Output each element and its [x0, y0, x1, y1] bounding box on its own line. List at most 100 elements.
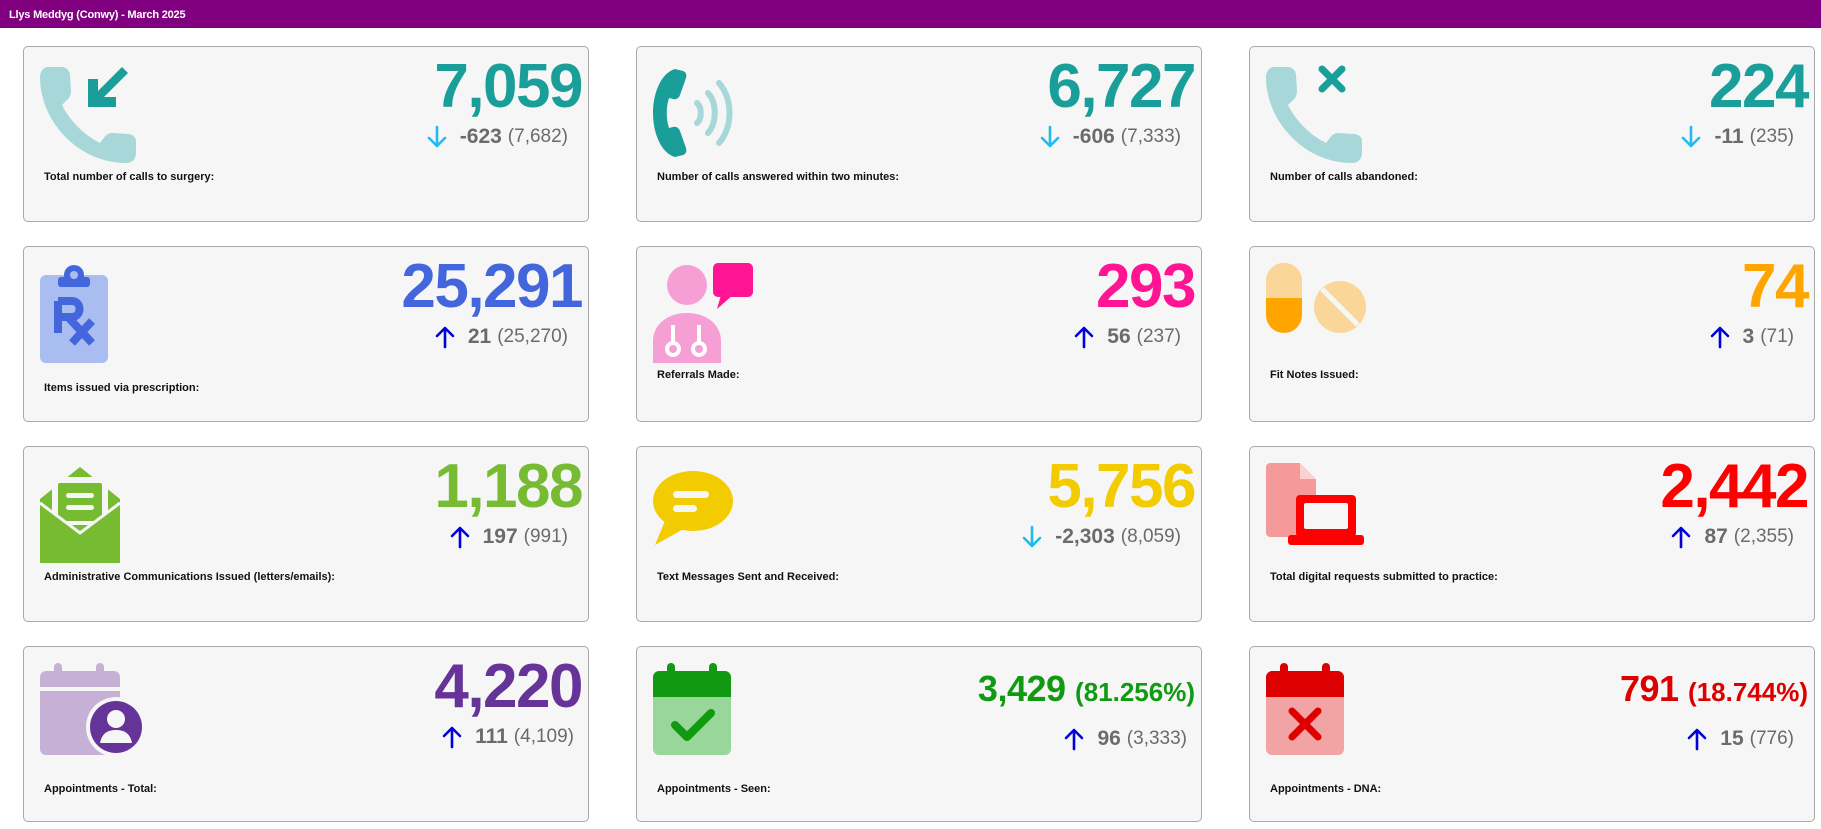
change-value: 96	[1097, 727, 1121, 750]
metric-change: 21 (25,270)	[434, 325, 568, 349]
change-value: -606	[1072, 125, 1115, 148]
metric-percent: (18.744%)	[1688, 677, 1808, 707]
missed-call-icon	[1266, 63, 1376, 163]
arrow-up-icon	[1065, 728, 1084, 751]
metric-value: 7,059	[434, 52, 583, 121]
arrow-up-icon	[1672, 526, 1691, 549]
calendar-check-icon	[653, 663, 763, 763]
previous-value: (3,333)	[1126, 728, 1187, 749]
arrow-up-icon	[442, 726, 462, 749]
change-value: 111	[475, 725, 508, 748]
arrow-down-icon	[427, 125, 447, 148]
change-value: -623	[459, 125, 502, 148]
previous-value: (2,355)	[1733, 526, 1794, 547]
metric-change: 56 (237)	[1073, 325, 1181, 349]
arrow-up-icon	[1687, 728, 1707, 751]
speech-bubble-icon	[653, 463, 763, 563]
metric-label: Appointments - DNA:	[1270, 783, 1382, 795]
arrow-down-icon	[1682, 125, 1701, 148]
calendar-x-icon	[1266, 663, 1376, 763]
card-referrals: 293 56 (237) Referrals Made:	[636, 246, 1202, 422]
metric-label: Appointments - Seen:	[657, 783, 771, 795]
previous-value: (776)	[1749, 728, 1794, 749]
metric-change: 3 (71)	[1709, 325, 1794, 349]
change-value: 15	[1720, 727, 1744, 750]
pills-icon	[1266, 263, 1376, 363]
previous-value: (25,270)	[497, 326, 568, 347]
metric-label: Appointments - Total:	[44, 783, 157, 795]
metric-value: 1,188	[434, 452, 583, 521]
arrow-down-icon	[1040, 125, 1060, 148]
previous-value: (4,109)	[513, 726, 574, 747]
open-envelope-icon	[40, 463, 150, 563]
card-digital-requests: 2,442 87 (2,355) Total digital requests …	[1249, 446, 1815, 622]
arrow-down-icon	[1022, 525, 1042, 548]
change-value: 21	[467, 325, 492, 348]
card-calls-total: 7,059 -623 (7,682) Total number of calls…	[23, 46, 589, 222]
metric-value: 4,220	[434, 652, 583, 721]
metric-label: Total digital requests submitted to prac…	[1270, 571, 1498, 583]
metric-change: -623 (7,682)	[426, 125, 568, 149]
arrow-up-icon	[1074, 326, 1094, 349]
window-title: Llys Meddyg (Conwy) - March 2025	[0, 0, 1821, 28]
change-value: 87	[1704, 525, 1728, 548]
metric-value: 293	[1096, 252, 1196, 321]
metric-change: 15 (776)	[1686, 727, 1794, 751]
metric-label: Items issued via prescription:	[44, 382, 200, 394]
change-value: 3	[1742, 325, 1755, 348]
metric-value: 5,756	[1047, 452, 1196, 521]
metric-change: 197 (991)	[449, 525, 568, 549]
metric-label: Number of calls answered within two minu…	[657, 171, 900, 183]
metric-label: Text Messages Sent and Received:	[657, 571, 839, 583]
card-prescriptions: 25,291 21 (25,270) Items issued via pres…	[23, 246, 589, 422]
metric-value: 6,727	[1047, 52, 1196, 121]
previous-value: (991)	[523, 526, 568, 547]
arrow-up-icon	[435, 326, 455, 349]
calendar-user-icon	[40, 663, 150, 763]
phone-ringing-icon	[653, 63, 763, 163]
metric-value: 224	[1709, 52, 1809, 121]
metric-value-row: 791 (18.744%)	[1620, 667, 1808, 714]
change-value: -2,303	[1055, 525, 1115, 548]
prescription-icon	[40, 263, 150, 363]
previous-value: (7,333)	[1120, 126, 1181, 147]
metric-change: -2,303 (8,059)	[1021, 525, 1181, 549]
doctor-chat-icon	[653, 263, 763, 363]
previous-value: (237)	[1136, 326, 1181, 347]
metric-value: 2,442	[1660, 452, 1809, 521]
card-appts-seen: 3,429 (81.256%) 96 (3,333) Appointments …	[636, 646, 1202, 822]
change-value: -11	[1714, 125, 1744, 148]
previous-value: (71)	[1760, 326, 1794, 347]
previous-value: (235)	[1749, 126, 1794, 147]
card-appts-dna: 791 (18.744%) 15 (776) Appointments - DN…	[1249, 646, 1815, 822]
previous-value: (8,059)	[1120, 526, 1181, 547]
metric-label: Total number of calls to surgery:	[44, 171, 215, 183]
card-appts-total: 4,220 111 (4,109) Appointments - Total:	[23, 646, 589, 822]
metric-change: 111 (4,109)	[441, 725, 574, 749]
metric-value-row: 3,429 (81.256%)	[978, 667, 1195, 714]
metric-value: 25,291	[401, 252, 583, 321]
file-laptop-icon	[1266, 463, 1376, 563]
previous-value: (7,682)	[507, 126, 568, 147]
incoming-call-icon	[40, 63, 150, 163]
arrow-up-icon	[1710, 326, 1729, 349]
card-text-messages: 5,756 -2,303 (8,059) Text Messages Sent …	[636, 446, 1202, 622]
card-admin-comms: 1,188 197 (991) Administrative Communica…	[23, 446, 589, 622]
arrow-up-icon	[450, 526, 469, 549]
metric-value: 74	[1742, 252, 1809, 321]
metric-value: 3,429	[977, 668, 1066, 709]
metric-label: Number of calls abandoned:	[1270, 171, 1418, 183]
change-value: 197	[482, 525, 518, 548]
metric-value: 791	[1619, 668, 1679, 709]
card-calls-answered: 6,727 -606 (7,333) Number of calls answe…	[636, 46, 1202, 222]
metric-label: Referrals Made:	[657, 369, 740, 381]
change-value: 56	[1107, 325, 1131, 348]
metric-change: 87 (2,355)	[1670, 525, 1794, 549]
metric-label: Administrative Communications Issued (le…	[44, 571, 335, 583]
card-fit-notes: 74 3 (71) Fit Notes Issued:	[1249, 246, 1815, 422]
metric-change: 96 (3,333)	[1063, 727, 1187, 751]
metric-percent: (81.256%)	[1075, 677, 1195, 707]
metric-change: -606 (7,333)	[1039, 125, 1181, 149]
card-calls-abandoned: 224 -11 (235) Number of calls abandoned:	[1249, 46, 1815, 222]
metric-change: -11 (235)	[1680, 125, 1794, 149]
